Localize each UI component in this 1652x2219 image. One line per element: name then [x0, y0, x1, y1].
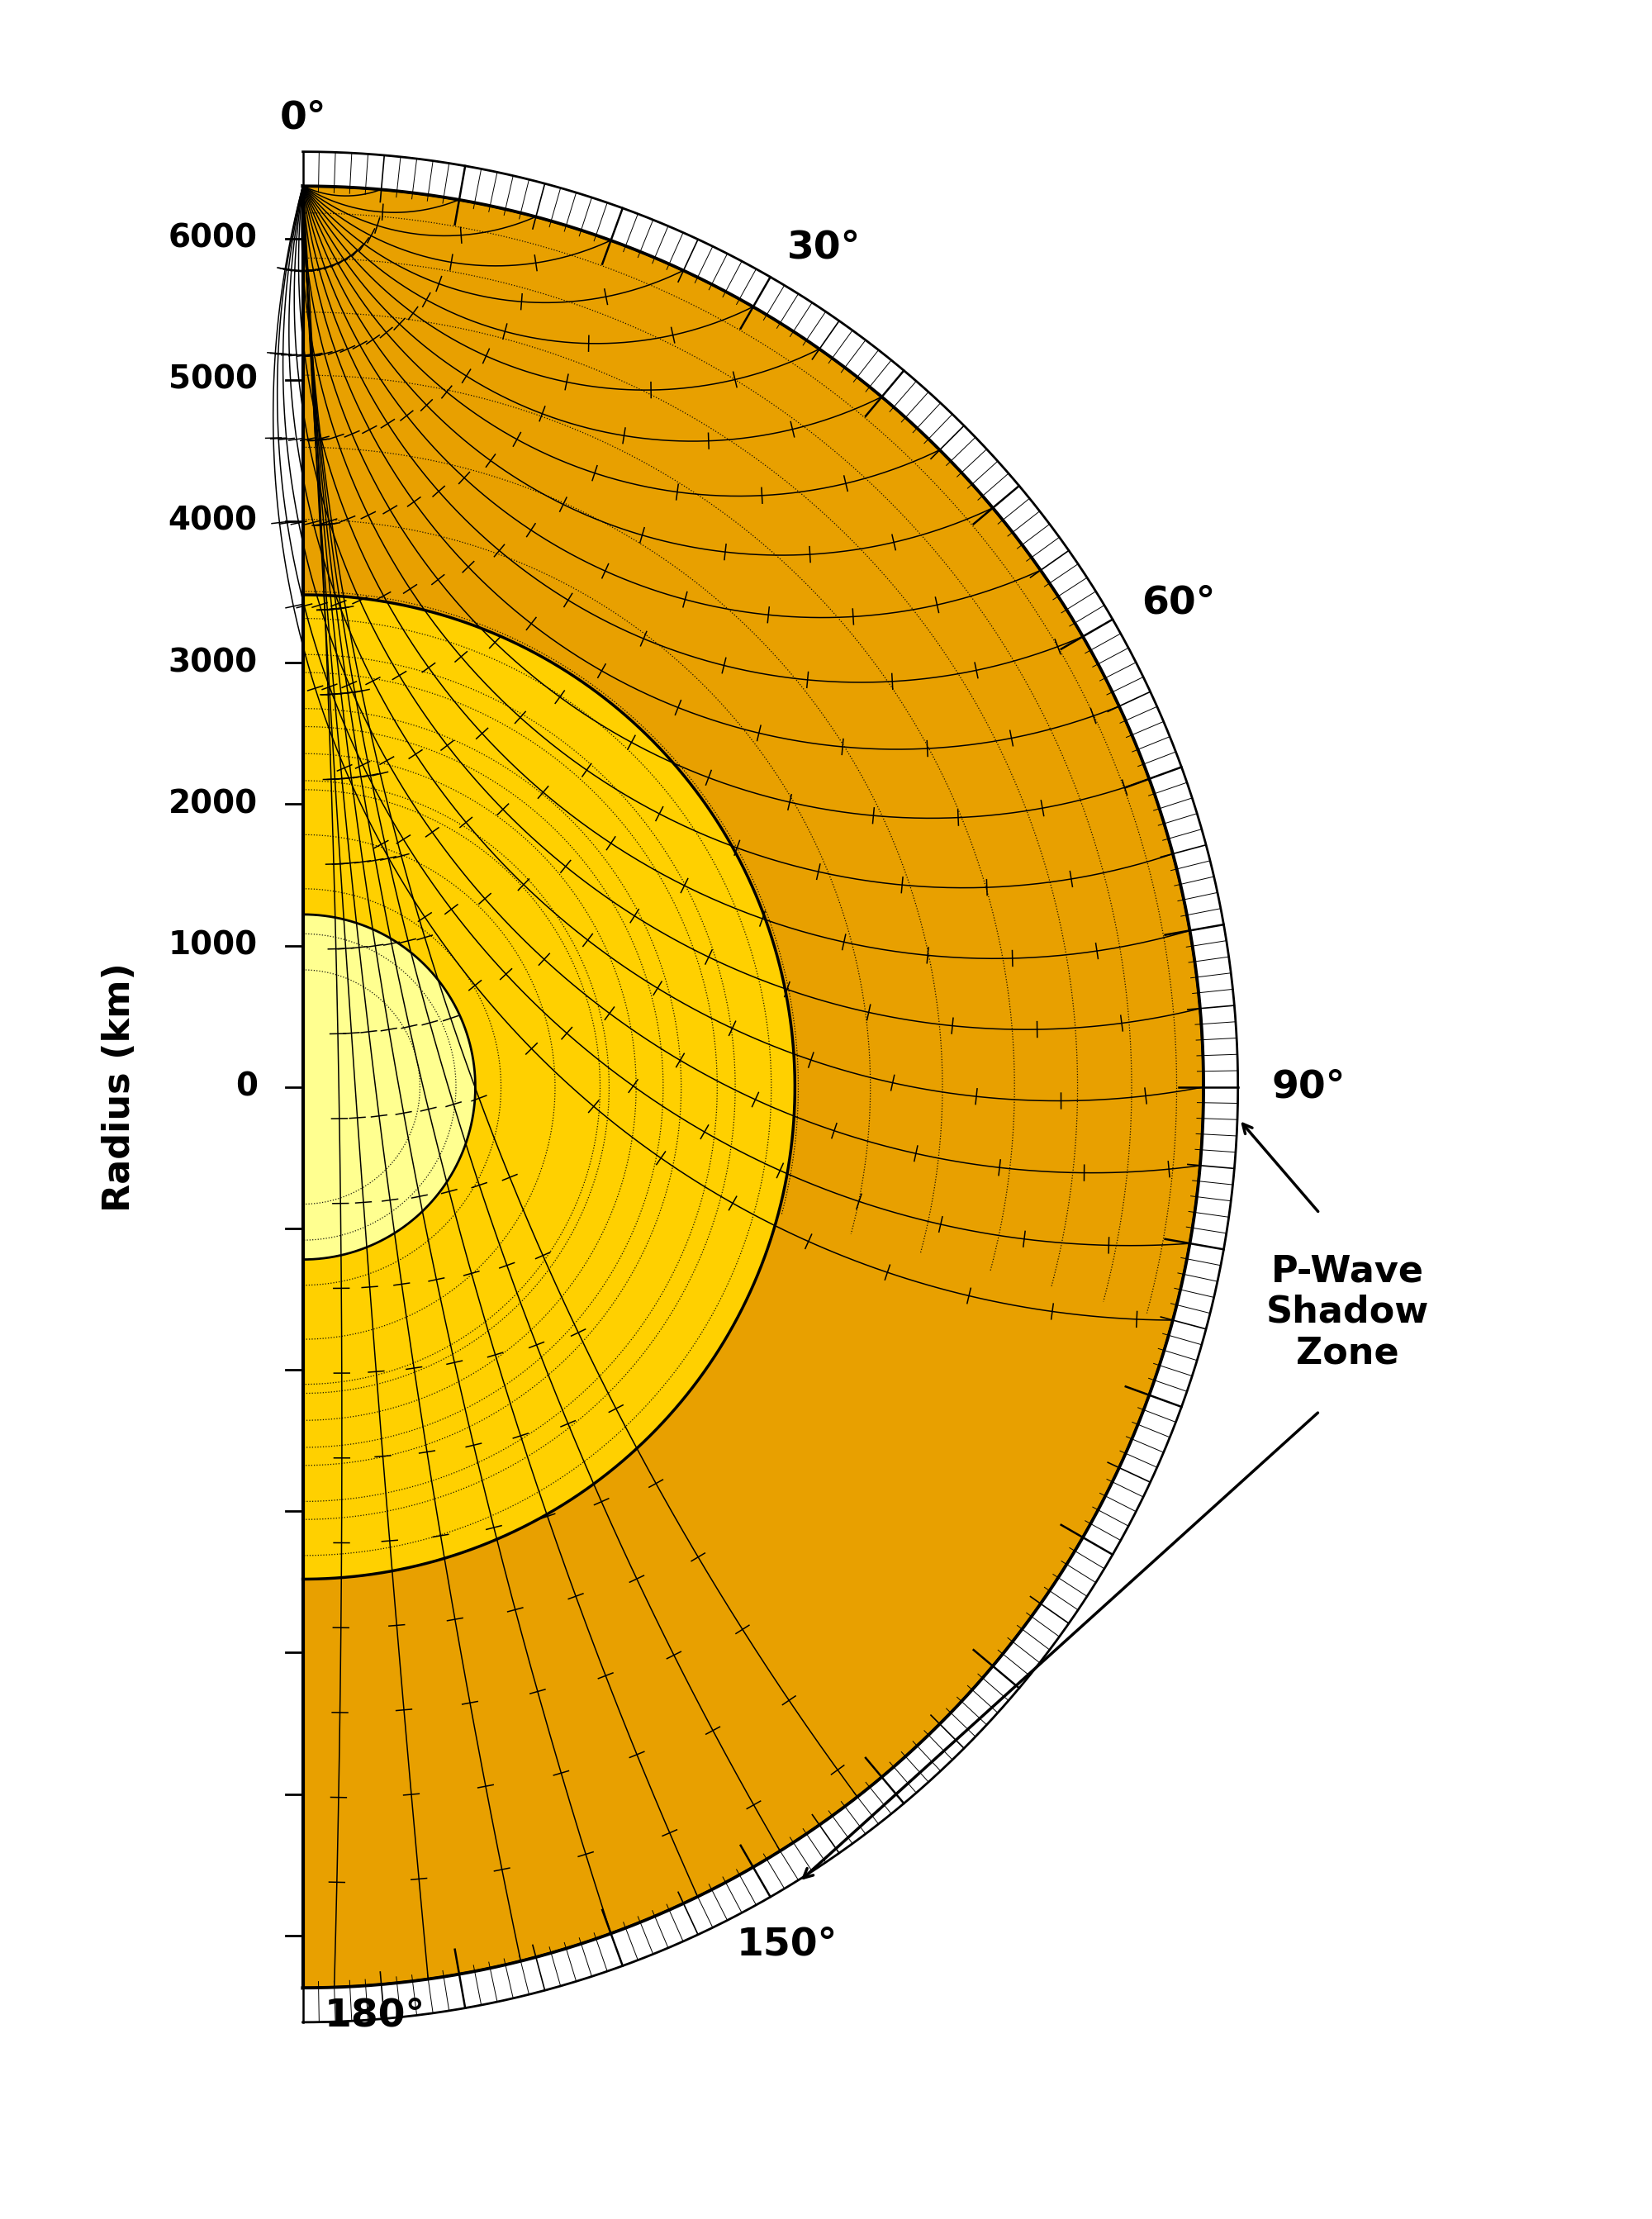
Text: P-Wave
Shadow
Zone: P-Wave Shadow Zone [1267, 1254, 1429, 1371]
Text: 5000: 5000 [169, 364, 258, 395]
Text: 60°: 60° [1142, 584, 1216, 621]
Polygon shape [302, 595, 795, 1580]
Text: 6000: 6000 [169, 222, 258, 255]
Text: 180°: 180° [324, 1997, 425, 2035]
Text: 1000: 1000 [169, 930, 258, 961]
Text: 3000: 3000 [169, 648, 258, 679]
Text: 4000: 4000 [169, 506, 258, 537]
Text: 0°: 0° [279, 100, 325, 135]
Text: 90°: 90° [1272, 1067, 1345, 1105]
Text: 2000: 2000 [169, 788, 258, 819]
Polygon shape [302, 186, 1204, 1988]
Text: 30°: 30° [786, 229, 861, 266]
Text: 150°: 150° [737, 1926, 838, 1964]
Polygon shape [302, 151, 1237, 2022]
Text: Radius (km): Radius (km) [101, 963, 137, 1212]
Text: 0: 0 [235, 1072, 258, 1103]
Polygon shape [302, 914, 476, 1260]
